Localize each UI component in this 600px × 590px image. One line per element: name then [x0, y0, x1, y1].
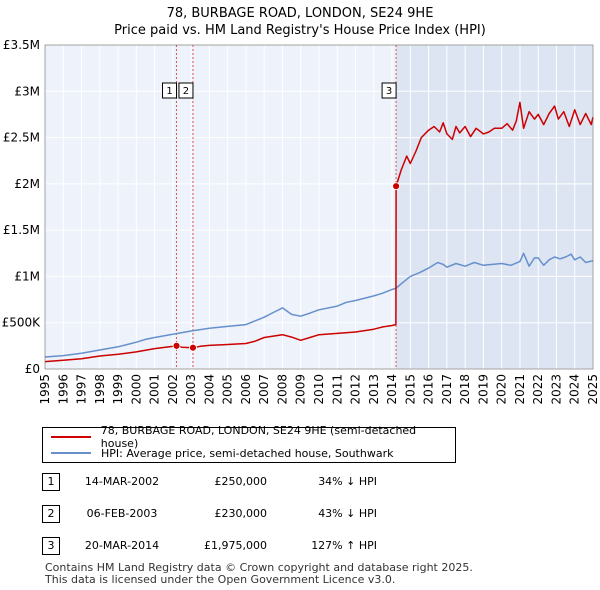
x-tick-label: 2013: [367, 374, 381, 405]
x-tick-label: 2016: [422, 374, 436, 405]
x-tick-label: 1998: [93, 374, 107, 405]
sale-point: [392, 182, 400, 191]
x-tick-label: 2006: [239, 374, 253, 405]
x-tick-label: 1999: [111, 374, 125, 405]
transaction-date: 06-FEB-2003: [86, 507, 158, 520]
legend-item-property: 78, BURBAGE ROAD, LONDON, SE24 9HE (semi…: [51, 424, 455, 450]
marker-box: [162, 82, 178, 99]
x-tick-label: 2001: [148, 374, 162, 405]
x-tick-label: 2008: [275, 374, 289, 405]
transaction-date: 14-MAR-2002: [84, 475, 160, 488]
y-tick-label: £0: [25, 362, 40, 376]
sale-point: [189, 343, 197, 352]
x-tick-label: 2024: [568, 374, 582, 405]
marker-label: 3: [386, 86, 392, 97]
transaction-price: £1,975,000: [204, 539, 267, 552]
transaction-date: 20-MAR-2014: [84, 539, 160, 552]
chart-legend: 78, BURBAGE ROAD, LONDON, SE24 9HE (semi…: [42, 424, 456, 463]
y-tick-label: £1.5M: [3, 223, 40, 237]
legend-label-property: 78, BURBAGE ROAD, LONDON, SE24 9HE (semi…: [100, 424, 417, 450]
marker-label: 2: [183, 86, 189, 97]
y-tick-label: £500K: [2, 316, 42, 330]
marker-box: [381, 82, 397, 99]
transaction-hpi-change: 43% ↓ HPI: [318, 507, 377, 520]
x-tick-label: 1997: [75, 374, 89, 405]
plot-border: [44, 44, 594, 370]
x-tick-label: 2025: [586, 374, 600, 405]
transaction-price: £230,000: [214, 507, 268, 520]
price-chart: £0 £500K £1M £1.5M £2M £2.5M £3M £3.5M 1995 1996 1…: [2, 38, 600, 405]
transaction-hpi-change: 127% ↑ HPI: [311, 539, 377, 552]
x-tick-label: 2002: [166, 374, 180, 405]
y-tick-label: £3.5M: [3, 38, 40, 52]
x-tick-label: 2023: [549, 374, 563, 405]
sale-point: [172, 341, 181, 350]
x-tick-label: 2015: [403, 374, 417, 405]
marker-box: [178, 82, 194, 99]
footer-copyright: Contains HM Land Registry data © Crown c…: [45, 561, 473, 574]
legend-swatch-hpi: [51, 452, 91, 454]
marker-label: 1: [166, 86, 172, 97]
x-tick-label: 2012: [349, 374, 363, 405]
x-tick-label: 2022: [531, 374, 545, 405]
x-tick-label: 1996: [56, 374, 70, 405]
x-tick-label: 2020: [495, 374, 509, 405]
x-tick-label: 2005: [221, 374, 235, 405]
x-tick-label: 2011: [330, 374, 344, 405]
footer-licence: This data is licensed under the Open Gov…: [45, 573, 396, 586]
x-tick-label: 2018: [458, 374, 472, 405]
x-tick-label: 2009: [294, 374, 308, 405]
x-tick-label: 2017: [440, 374, 454, 405]
y-tick-label: £3M: [14, 84, 40, 98]
transaction-number: 1: [42, 473, 60, 491]
y-tick-label: £1M: [14, 269, 40, 283]
series-line-property: [44, 101, 594, 363]
x-tick-label: 1995: [38, 374, 52, 405]
y-tick-label: £2M: [14, 177, 40, 191]
transaction-price: £250,000: [214, 475, 268, 488]
x-tick-label: 2019: [476, 374, 490, 405]
x-tick-label: 2021: [513, 374, 527, 405]
x-tick-label: 2003: [184, 374, 198, 405]
x-tick-label: 2007: [257, 374, 271, 405]
legend-swatch-property: [51, 436, 91, 438]
legend-label-hpi: HPI: Average price, semi-detached house,…: [101, 446, 394, 460]
x-tick-label: 2000: [129, 374, 143, 405]
legend-item-hpi: HPI: Average price, semi-detached house,…: [51, 445, 393, 461]
chart-subtitle: Price paid vs. HM Land Registry's House …: [114, 23, 486, 38]
transaction-number: 2: [42, 505, 60, 523]
highlight-region: [396, 45, 593, 369]
transaction-number: 3: [42, 537, 60, 555]
x-tick-label: 2014: [385, 374, 399, 405]
x-tick-label: 2010: [312, 374, 326, 405]
series-line-hpi: [44, 252, 594, 358]
y-tick-label: £2.5M: [3, 131, 40, 145]
chart-title: 78, BURBAGE ROAD, LONDON, SE24 9HE: [166, 6, 434, 21]
x-tick-label: 2004: [202, 374, 216, 405]
transaction-hpi-change: 34% ↓ HPI: [318, 475, 377, 488]
